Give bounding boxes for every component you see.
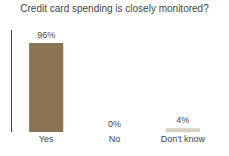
svg-text:96%: 96% xyxy=(37,30,55,40)
svg-text:0%: 0% xyxy=(108,119,121,129)
svg-text:4%: 4% xyxy=(176,115,189,125)
svg-text:Credit card spending is closel: Credit card spending is closely monitore… xyxy=(20,3,209,14)
svg-text:Yes: Yes xyxy=(39,134,54,144)
svg-text:No: No xyxy=(109,134,121,144)
svg-text:Don't know: Don't know xyxy=(161,134,206,144)
